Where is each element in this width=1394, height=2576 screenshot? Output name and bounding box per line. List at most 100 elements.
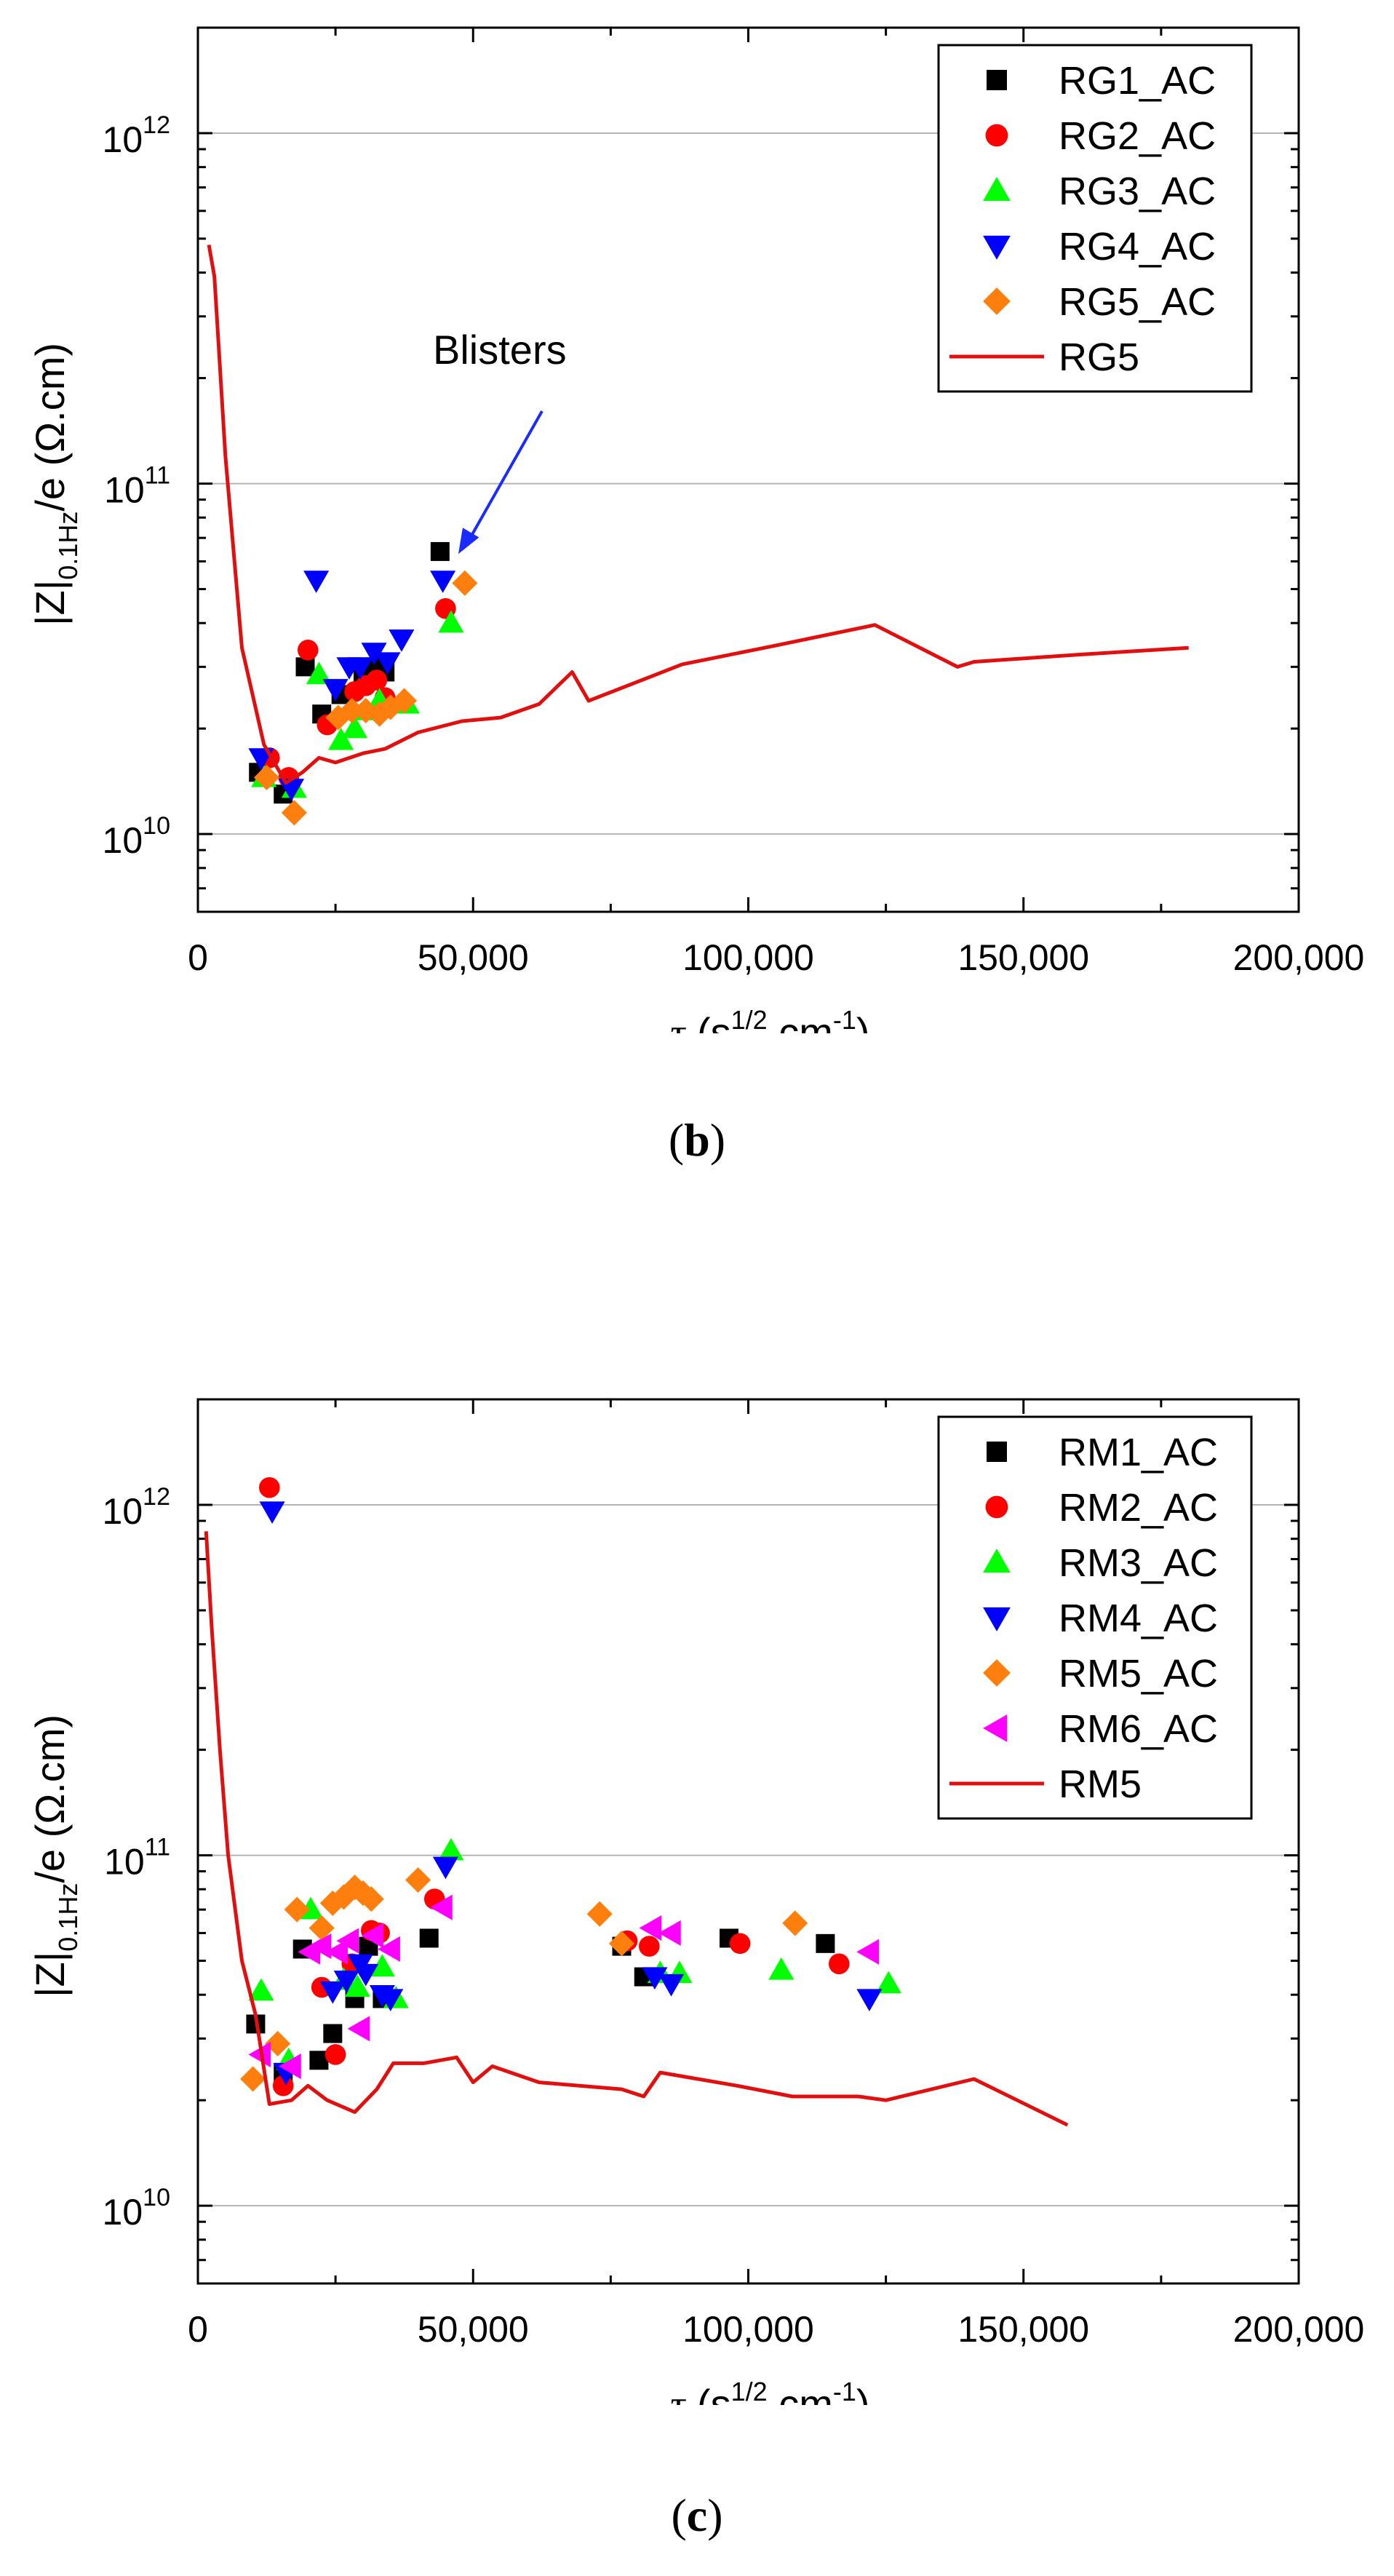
x-axis-label: τ (s1/2.cm-1) <box>670 2377 869 2405</box>
legend-marker-RG5_AC <box>983 287 1011 315</box>
legend-label-RM5_AC: RM5_AC <box>1059 1652 1218 1696</box>
y-tick-exponent: 11 <box>145 1834 170 1861</box>
series-line-RG5 <box>207 245 1189 785</box>
data-point-RM4_AC <box>378 1989 404 2012</box>
y-tick-label: 1011 <box>104 1834 170 1883</box>
series-RG2_AC <box>259 597 456 788</box>
data-point-RM4_AC <box>432 1856 458 1880</box>
data-point-RG5_AC <box>325 704 351 731</box>
data-point-RM2_AC <box>324 2044 346 2065</box>
data-point-RG4_AC <box>322 679 348 701</box>
data-point-RM5_AC <box>782 1910 808 1936</box>
y-tick-base: 10 <box>104 1842 145 1883</box>
series-RM4_AC <box>259 1501 883 2086</box>
panel-label-b: b <box>684 1114 710 1166</box>
plot-area <box>207 245 1189 826</box>
data-point-RG4_AC <box>361 643 387 665</box>
data-point-RM2_AC <box>259 1476 280 1498</box>
x-tick-label: 100,000 <box>682 937 814 978</box>
data-point-RM4_AC <box>353 1963 379 1987</box>
legend-marker-RM6_AC <box>983 1714 1008 1742</box>
legend-box <box>937 44 1253 393</box>
legend-marker-RM2_AC <box>985 1495 1008 1519</box>
data-point-RG4_AC <box>303 571 330 593</box>
x-axis-unit-mid: .cm <box>768 1009 833 1033</box>
data-point-RM6_AC <box>856 1939 880 1965</box>
y-axis-sub: 0.1Hz <box>53 512 83 580</box>
data-point-RM3_AC <box>344 1974 370 1997</box>
data-point-RM5_AC <box>405 1867 431 1893</box>
data-point-RM3_AC <box>248 1978 274 2001</box>
data-point-RM2_AC <box>729 1933 751 1955</box>
x-axis-sup1: 1/2 <box>731 2377 768 2405</box>
x-axis-sup2: -1 <box>833 1005 856 1033</box>
data-point-RG4_AC <box>430 571 456 593</box>
x-tick-label: 50,000 <box>418 937 529 978</box>
x-tick-label: 200,000 <box>1233 2309 1365 2350</box>
y-axis-label: |Z|0.1Hz/e (Ω.cm) <box>27 1714 83 1997</box>
legend-label-RM4_AC: RM4_AC <box>1059 1597 1218 1640</box>
data-point-RM6_AC <box>248 2041 271 2067</box>
data-point-RM6_AC <box>639 1915 662 1941</box>
panel-caption-b: (b) <box>668 1114 726 1166</box>
legend-label-RG1_AC: RG1_AC <box>1059 59 1216 103</box>
y-tick-label: 1010 <box>103 812 170 861</box>
data-point-RM1_AC <box>419 1928 439 1948</box>
y-tick-exponent: 10 <box>143 812 170 840</box>
data-point-RG3_AC <box>342 715 368 739</box>
legend-label-RM1_AC: RM1_AC <box>1059 1431 1218 1474</box>
data-point-RG5_AC <box>254 764 280 790</box>
x-axis-tau: τ <box>670 2382 697 2405</box>
x-tick-label: 200,000 <box>1233 937 1365 978</box>
data-point-RM6_AC <box>430 1894 453 1920</box>
data-point-RG4_AC <box>389 629 415 652</box>
legend-marker-RM1_AC <box>987 1442 1007 1462</box>
data-point-RM5_AC <box>240 2066 266 2092</box>
data-point-RM5_AC <box>330 1884 357 1910</box>
y-tick-base: 10 <box>103 820 143 861</box>
series-line-RM5 <box>204 1531 1069 2127</box>
x-tick-label: 150,000 <box>957 2309 1089 2350</box>
legend-marker-RG1_AC <box>987 70 1007 90</box>
data-point-RM6_AC <box>336 1928 359 1954</box>
data-point-RM6_AC <box>347 2016 370 2042</box>
y-tick-exponent: 11 <box>145 462 170 490</box>
data-point-RM4_AC <box>259 1501 285 1524</box>
legend-label-RG2_AC: RG2_AC <box>1059 114 1216 158</box>
x-tick-label: 50,000 <box>418 2309 529 2350</box>
y-axis-sub: 0.1Hz <box>53 1883 83 1952</box>
legend-marker-RG2_AC <box>985 124 1008 147</box>
annotation-arrow-head <box>458 528 479 554</box>
data-point-RM5_AC <box>586 1901 613 1927</box>
y-tick-label: 1011 <box>104 462 170 511</box>
data-point-RG5_AC <box>339 698 365 724</box>
data-point-RM4_AC <box>319 1981 346 2004</box>
legend-label-RG5_AC: RG5_AC <box>1059 280 1216 324</box>
panel-label-c: c <box>686 2489 708 2541</box>
x-tick-label: 100,000 <box>682 2309 814 2350</box>
annotation-text: Blisters <box>433 327 567 373</box>
x-axis-sup2: -1 <box>833 2377 856 2405</box>
panel-caption-c: (c) <box>671 2489 723 2541</box>
data-point-RG5_AC <box>281 800 307 826</box>
y-tick-base: 10 <box>103 1491 143 1532</box>
data-point-RM1_AC <box>323 2024 343 2043</box>
data-point-RM6_AC <box>325 1939 348 1965</box>
data-point-RG3_AC <box>438 610 464 633</box>
y-axis-main: |Z| <box>27 1952 73 1997</box>
chart-panel-b: 0 50,000 100,000 150,000 200,000101010111012… <box>27 26 1365 1033</box>
legend-label-RG4_AC: RG4_AC <box>1059 225 1216 269</box>
y-tick-base: 10 <box>104 470 145 511</box>
data-point-RG4_AC <box>375 652 401 675</box>
data-point-RM3_AC <box>369 1954 395 1977</box>
y-tick-exponent: 12 <box>143 1483 170 1511</box>
annotation-arrow-shaft <box>467 410 543 542</box>
legend-marker-RM3_AC <box>983 1549 1011 1573</box>
x-axis-unit-end: ) <box>856 1009 870 1033</box>
data-point-RM1_AC <box>816 1933 835 1953</box>
data-point-RM5_AC <box>265 2030 291 2057</box>
x-axis-unit-mid: .cm <box>768 2381 833 2405</box>
legend-marker-RG3_AC <box>983 177 1011 202</box>
x-axis-tau: τ <box>670 1011 697 1033</box>
data-point-RM4_AC <box>856 1989 883 2012</box>
